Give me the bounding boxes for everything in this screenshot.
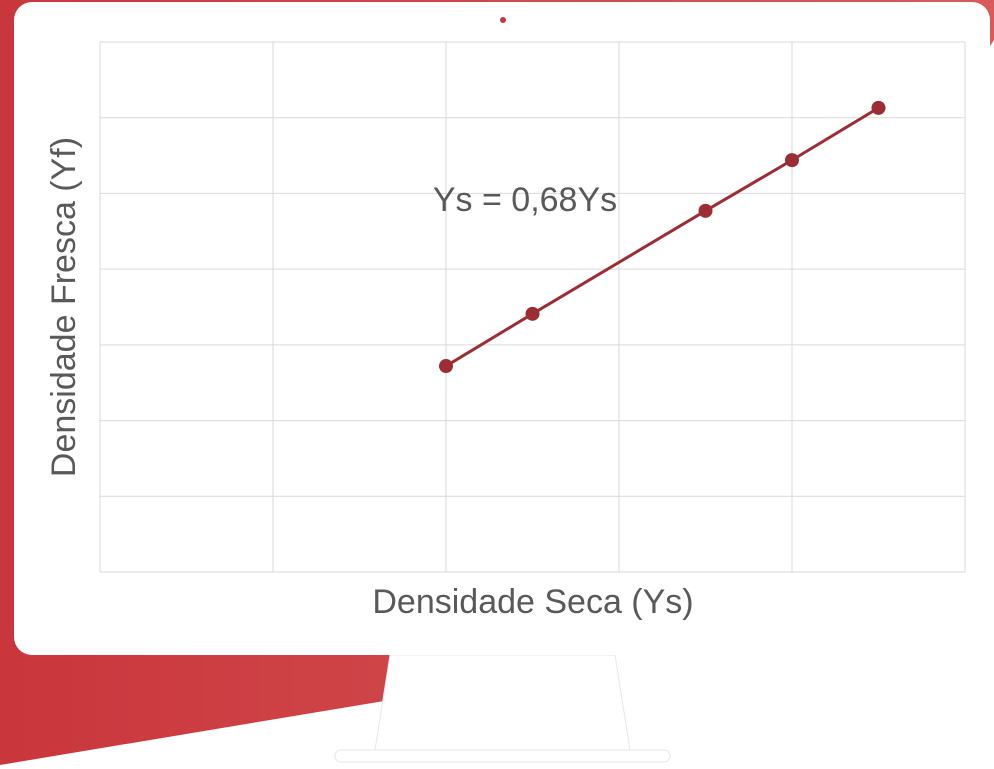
data-point	[871, 100, 886, 115]
data-point	[439, 359, 453, 374]
camera-dot	[500, 17, 506, 23]
y-axis-label: Densidade Fresca (Yf)	[45, 137, 83, 477]
equation-annotation: Ys = 0,68Ys	[433, 181, 617, 219]
data-point	[698, 203, 713, 218]
monitor-stand	[374, 654, 631, 751]
data-point	[785, 153, 799, 168]
x-axis-label: Densidade Seca (Ys)	[372, 583, 693, 621]
monitor-screen	[14, 2, 990, 655]
data-point	[525, 306, 540, 321]
plot	[99, 41, 966, 573]
monitor-base	[334, 749, 671, 763]
